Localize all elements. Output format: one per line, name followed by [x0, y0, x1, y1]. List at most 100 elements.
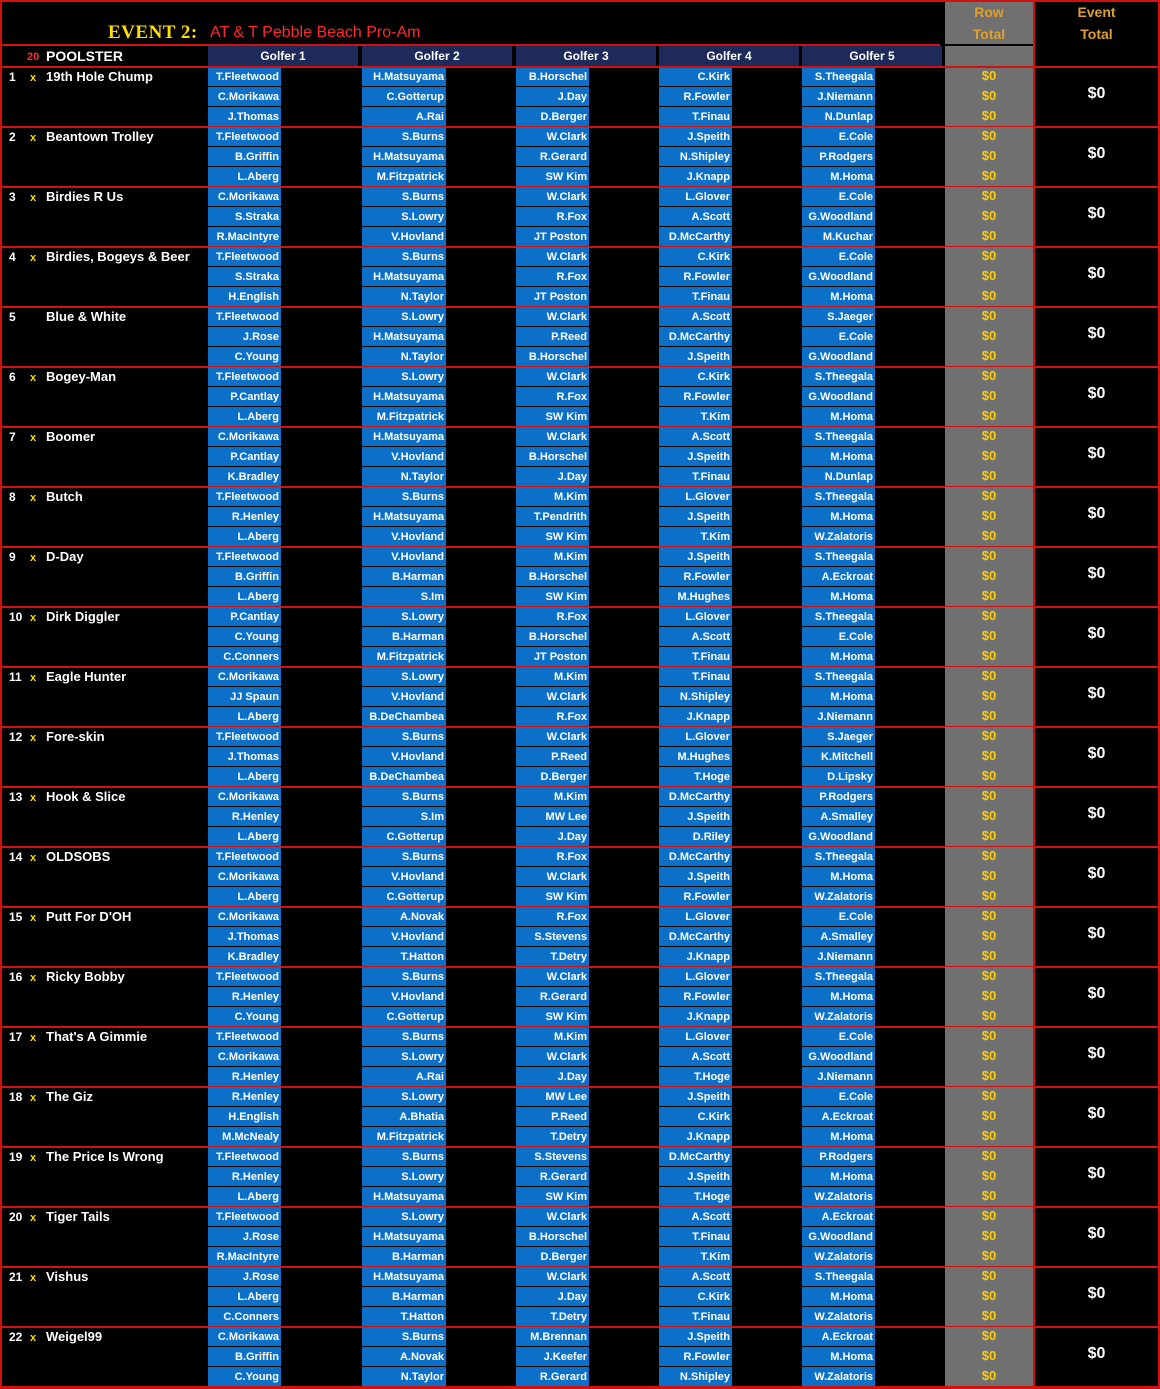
golfer-1-cell: C.Young	[208, 627, 281, 646]
golfer-5-cell: G.Woodland	[802, 1227, 875, 1246]
golfer-5-cell: E.Cole	[802, 1027, 875, 1046]
golfer-4-cell: A.Scott	[659, 1047, 732, 1066]
row-total-cell	[945, 607, 1033, 667]
golfer-5-cell: E.Cole	[802, 127, 875, 146]
golfer-5-cell: M.Homa	[802, 987, 875, 1006]
golfer-2-cell: S.Lowry	[362, 607, 446, 626]
golfer-4-cell: M.Hughes	[659, 587, 732, 606]
event-total-divider	[1033, 0, 1035, 1389]
row-total-value: $0	[981, 408, 997, 423]
event-total-value: $0	[1087, 1225, 1106, 1242]
golfer-4-cell: R.Fowler	[659, 87, 732, 106]
golfer-3-cell: R.Gerard	[516, 987, 589, 1006]
golfer-2-cell: H.Matsuyama	[362, 1187, 446, 1206]
row-total-value: $0	[981, 708, 997, 723]
golfer-4-cell: A.Scott	[659, 627, 732, 646]
golfer-5-cell: J.Niemann	[802, 1067, 875, 1086]
entry-number: 4	[9, 250, 16, 264]
golfer-4-cell: J.Speith	[659, 347, 732, 366]
row-total-cell	[945, 1327, 1033, 1387]
golfer-3-cell: M.Brennan	[516, 1327, 589, 1346]
golfer-5-cell: S.Theegala	[802, 547, 875, 566]
golfer-4-cell: J.Speith	[659, 807, 732, 826]
golfer-1-cell: C.Morikawa	[208, 187, 281, 206]
golfer-3-cell: W.Clark	[516, 247, 589, 266]
row-total-value: $0	[981, 1208, 997, 1223]
golfer-2-cell: S.Lowry	[362, 1047, 446, 1066]
entry-paid-mark: x	[30, 972, 37, 984]
golfer-3-cell: R.Gerard	[516, 1367, 589, 1386]
golfer-1-cell: C.Young	[208, 347, 281, 366]
golfer-5-cell: E.Cole	[802, 907, 875, 926]
golfer-1-cell: H.English	[208, 287, 281, 306]
golfer-3-cell: W.Clark	[516, 1267, 589, 1286]
golfer-5-cell: M.Homa	[802, 167, 875, 186]
golfer-4-cell: N.Shipley	[659, 687, 732, 706]
event-total-value: $0	[1087, 925, 1106, 942]
golfer-3-cell: W.Clark	[516, 867, 589, 886]
golfer-4-cell: L.Glover	[659, 487, 732, 506]
poolster-header: POOLSTER	[46, 48, 124, 64]
row-total-cell	[945, 547, 1033, 607]
row-total-value: $0	[981, 608, 997, 623]
row-total-cell	[945, 247, 1033, 307]
poolster-name: Hook & Slice	[46, 789, 126, 804]
entry-paid-mark: x	[30, 1032, 37, 1044]
golfer-4-cell: J.Speith	[659, 867, 732, 886]
golfer-1-cell: J.Rose	[208, 1227, 281, 1246]
golfer-1-cell: L.Aberg	[208, 887, 281, 906]
golfer-3-cell: D.Berger	[516, 1247, 589, 1266]
golfer-2-cell: S.Lowry	[362, 367, 446, 386]
golfer-4-cell: L.Glover	[659, 907, 732, 926]
golfer-5-cell: M.Homa	[802, 507, 875, 526]
entry-paid-mark: x	[30, 432, 37, 444]
golfer-2-cell: V.Hovland	[362, 547, 446, 566]
golfer-1-cell: L.Aberg	[208, 707, 281, 726]
golfer-1-cell: C.Morikawa	[208, 867, 281, 886]
golfer-5-cell: M.Homa	[802, 447, 875, 466]
golfer-4-cell: J.Knapp	[659, 947, 732, 966]
golfer-4-cell: T.Finau	[659, 667, 732, 686]
golfer-3-cell: W.Clark	[516, 127, 589, 146]
golfer-5-cell: G.Woodland	[802, 827, 875, 846]
golfer-1-cell: T.Fleetwood	[208, 1147, 281, 1166]
poolster-name: The Price Is Wrong	[46, 1149, 164, 1164]
golfer-3-cell: T.Detry	[516, 947, 589, 966]
entry-paid-mark: x	[30, 72, 37, 84]
golfer-4-cell: J.Speith	[659, 507, 732, 526]
entry-paid-mark: x	[30, 612, 37, 624]
golfer-1-cell: L.Aberg	[208, 767, 281, 786]
golfer-4-cell: D.McCarthy	[659, 1147, 732, 1166]
row-total-value: $0	[981, 508, 997, 523]
row-total-cell	[945, 487, 1033, 547]
golfer-1-cell: T.Fleetwood	[208, 1027, 281, 1046]
event-total-value: $0	[1087, 205, 1106, 222]
poolster-name: That's A Gimmie	[46, 1029, 148, 1044]
golfer-2-cell: V.Hovland	[362, 447, 446, 466]
golfer-5-cell: M.Homa	[802, 1127, 875, 1146]
golfer-3-cell: W.Clark	[516, 427, 589, 446]
row-total-value: $0	[981, 1248, 997, 1263]
golfer-5-cell: W.Zalatoris	[802, 1307, 875, 1326]
golfer-4-cell: T.Finau	[659, 647, 732, 666]
row-total-cell	[945, 427, 1033, 487]
event-total-value: $0	[1087, 985, 1106, 1002]
event-total-value: $0	[1087, 265, 1106, 282]
row-total-value: $0	[981, 1128, 997, 1143]
golfer-2-cell: H.Matsuyama	[362, 267, 446, 286]
golfer-5-cell: A.Smalley	[802, 927, 875, 946]
golfer-5-cell: A.Smalley	[802, 807, 875, 826]
golfer-2-cell: S.Lowry	[362, 307, 446, 326]
event-total-value: $0	[1087, 505, 1106, 522]
golfer-4-cell: T.Finau	[659, 1307, 732, 1326]
golfer-3-cell: S.Stevens	[516, 927, 589, 946]
golfer-4-cell: J.Knapp	[659, 1127, 732, 1146]
golfer-4-cell: J.Knapp	[659, 167, 732, 186]
golfer-1-cell: T.Fleetwood	[208, 367, 281, 386]
entry-number: 19	[9, 1150, 23, 1164]
golfer-4-cell: C.Kirk	[659, 367, 732, 386]
left-border	[0, 0, 2, 1389]
row-total-value: $0	[981, 1328, 997, 1343]
row-total-value: $0	[981, 548, 997, 563]
